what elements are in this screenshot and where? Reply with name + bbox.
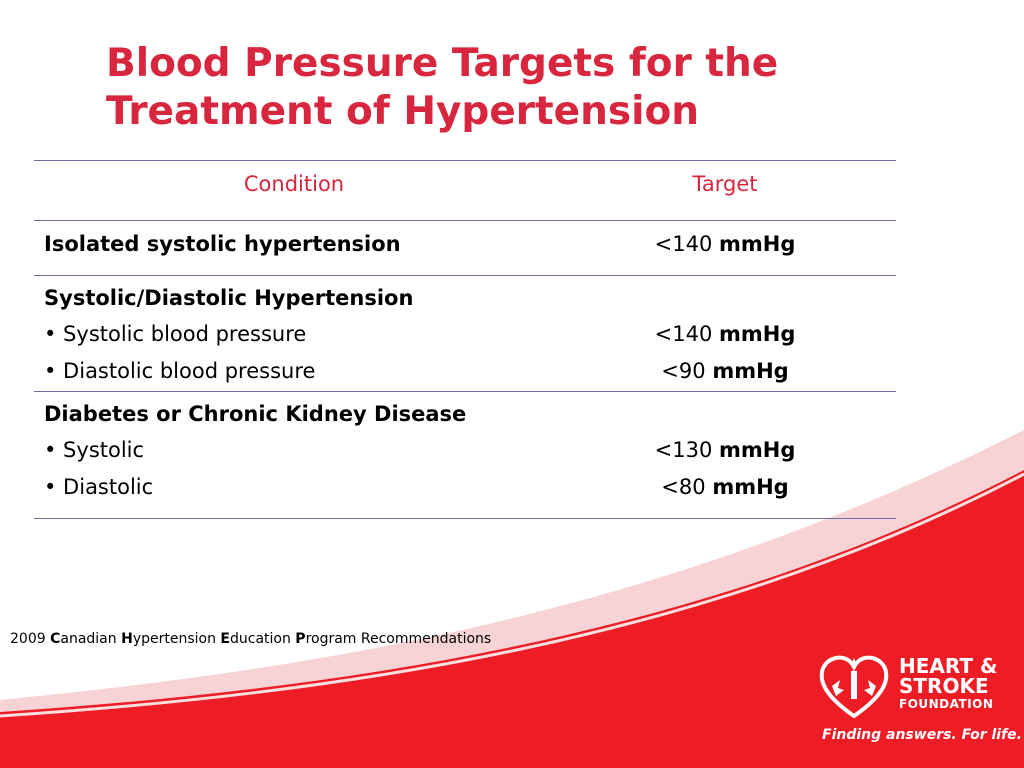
footnote-p-rest: rogram Recommendations	[305, 631, 492, 647]
footnote-e: E	[220, 631, 230, 647]
target-unit: mmHg	[712, 359, 789, 383]
header-target: Target	[692, 172, 758, 196]
table-bottom-rule	[34, 518, 896, 519]
logo-leaf-left	[832, 680, 844, 696]
heart-stroke-logo-wordmark: HEART & STROKE FOUNDATION	[899, 656, 997, 712]
footnote-e-rest: ducation	[229, 631, 291, 647]
row-condition: Diabetes or Chronic Kidney Disease	[44, 402, 467, 426]
swoosh-white-stripe	[0, 472, 1024, 718]
target-unit: mmHg	[712, 475, 789, 499]
row-item-label: • Systolic	[44, 438, 145, 462]
row-item-label: • Diastolic blood pressure	[44, 359, 316, 383]
logo-tagline: Finding answers. For life.	[822, 727, 1022, 743]
header-condition: Condition	[243, 172, 345, 196]
table-rule	[34, 220, 896, 221]
title-line-1: Blood Pressure Targets for the	[106, 41, 779, 86]
source-footnote: 2009 Canadian Hypertension Education Pro…	[10, 631, 491, 647]
title-line-2: Treatment of Hypertension	[106, 89, 700, 134]
table-rule	[34, 275, 896, 276]
target-value: <140	[654, 322, 713, 346]
logo-torch-handle	[851, 671, 857, 699]
table-row: Diabetes or Chronic Kidney Disease • Sys…	[34, 392, 896, 518]
logo-line-1: HEART &	[899, 654, 998, 678]
target-value: <90	[661, 359, 706, 383]
table-top-rule	[34, 160, 896, 161]
table-row: Systolic/Diastolic Hypertension • Systol…	[34, 276, 896, 391]
row-item-target: <130 mmHg	[634, 438, 816, 462]
footnote-h: H	[121, 631, 133, 647]
row-item-label: • Diastolic	[44, 475, 154, 499]
logo-leaf-right	[864, 680, 876, 696]
target-value: <140	[654, 232, 713, 256]
footnote-year: 2009	[10, 631, 46, 647]
logo-torch	[852, 658, 856, 670]
heart-stroke-logo-icon	[819, 655, 889, 719]
logo-line-3: FOUNDATION	[899, 697, 994, 711]
footnote-c-rest: anadian	[60, 631, 117, 647]
row-item-target: <90 mmHg	[634, 359, 816, 383]
bp-targets-table: Condition Target Isolated systolic hyper…	[34, 160, 896, 519]
logo-line-2: STROKE	[899, 674, 989, 698]
table-rule	[34, 391, 896, 392]
footnote-h-rest: ypertension	[132, 631, 216, 647]
table-row: Isolated systolic hypertension <140 mmHg	[34, 221, 896, 275]
footnote-p: P	[295, 631, 306, 647]
target-value: <130	[654, 438, 713, 462]
target-unit: mmHg	[719, 322, 796, 346]
table-header-row: Condition Target	[34, 161, 896, 220]
row-condition: Systolic/Diastolic Hypertension	[44, 286, 414, 310]
target-unit: mmHg	[719, 232, 796, 256]
row-item-target: <80 mmHg	[634, 475, 816, 499]
row-item-target: <140 mmHg	[634, 322, 816, 346]
footnote-c: C	[50, 631, 61, 647]
page-title: Blood Pressure Targets for the Treatment…	[106, 40, 966, 136]
row-condition: Isolated systolic hypertension	[44, 232, 401, 256]
target-unit: mmHg	[719, 438, 796, 462]
row-item-label: • Systolic blood pressure	[44, 322, 307, 346]
row-target: <140 mmHg	[634, 232, 816, 256]
target-value: <80	[661, 475, 706, 499]
